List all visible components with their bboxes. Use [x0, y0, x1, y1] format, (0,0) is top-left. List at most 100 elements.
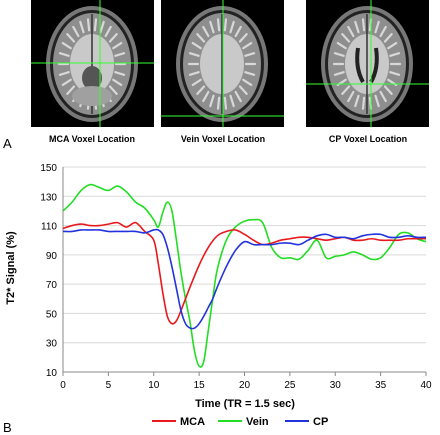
x-tick-label: 20: [239, 380, 251, 391]
cerebellum: [72, 86, 112, 106]
gyrus: [238, 33, 248, 43]
x-tick-label: 35: [375, 380, 387, 391]
gyrus: [242, 78, 253, 87]
gyrus: [341, 85, 351, 95]
brainstem: [82, 66, 102, 90]
gyrus: [389, 52, 401, 57]
gyrus: [374, 94, 380, 108]
gyrus: [104, 25, 112, 38]
gyrus: [79, 20, 85, 34]
x-tick-label: 40: [420, 380, 432, 391]
gyrus: [66, 33, 76, 43]
gyrus: [99, 20, 105, 34]
gyrus: [114, 52, 126, 57]
gyrus: [216, 18, 221, 32]
gyrus: [347, 25, 355, 38]
y-tick-label: 150: [40, 163, 57, 174]
gyrus: [72, 25, 80, 38]
gyrus: [191, 78, 202, 87]
gyrus: [238, 85, 248, 95]
gyrus: [223, 18, 228, 32]
legend-label-cp: CP: [313, 416, 328, 428]
y-tick-label: 130: [40, 192, 57, 203]
gyrus: [188, 52, 200, 57]
mri-image-vein: [161, 0, 284, 127]
axes: [62, 167, 427, 376]
gyrus: [354, 20, 360, 34]
y-axis-label: T2* Signal (%): [5, 231, 17, 305]
signal-line-chart: 10 30 50 70 90 110 130 150 0 5 10 15 20 25 30 35 40 T2* …: [5, 163, 432, 428]
y-tick-label: 110: [41, 222, 57, 233]
gyrus: [389, 71, 401, 76]
gyrus: [229, 94, 235, 108]
mri-image-mca: [31, 0, 154, 127]
gyrus: [244, 71, 256, 76]
gyrus: [347, 90, 355, 103]
gyrus: [209, 20, 215, 34]
gyrus: [336, 41, 347, 50]
gyrus: [61, 41, 72, 50]
x-tick-label: 10: [148, 380, 160, 391]
mri-brain-scan: [31, 0, 154, 127]
y-tick-label: 30: [46, 339, 58, 350]
gyrus: [196, 33, 206, 43]
gyrus: [209, 94, 215, 108]
mri-brain-scan: [306, 0, 429, 127]
gyrus: [112, 41, 123, 50]
gyrus: [354, 94, 360, 108]
x-tick-label: 15: [194, 380, 206, 391]
legend-label-mca: MCA: [180, 416, 205, 428]
y-tick-label: 70: [46, 280, 58, 291]
gyrus: [234, 25, 242, 38]
gyrus: [202, 90, 210, 103]
gyrus: [112, 78, 123, 87]
x-axis-label: Time (TR = 1.5 sec): [195, 398, 295, 410]
gyrus: [333, 71, 345, 76]
x-tick-label: 25: [284, 380, 296, 391]
panel-label-b: B: [3, 420, 12, 435]
gyrus: [383, 33, 393, 43]
x-tick-label: 0: [60, 380, 66, 391]
panel-label-a: A: [3, 136, 12, 151]
grid-lines: [63, 166, 426, 344]
gyrus: [188, 71, 200, 76]
mri-brain-scan: [161, 0, 284, 127]
mri-caption-cp: CP Voxel Location: [328, 134, 408, 144]
gyrus: [361, 96, 366, 110]
gyrus: [61, 78, 72, 87]
gyrus: [216, 96, 221, 110]
gyrus: [86, 18, 91, 32]
gyrus: [374, 20, 380, 34]
gyrus: [379, 25, 387, 38]
mri-caption-vein: Vein Voxel Location: [180, 134, 266, 144]
gyrus: [387, 41, 398, 50]
gyrus: [244, 52, 256, 57]
gyrus: [191, 41, 202, 50]
gyrus: [333, 52, 345, 57]
gyrus: [66, 85, 76, 95]
gyrus: [242, 41, 253, 50]
tick-labels: 10 30 50 70 90 110 130 150 0 5 10 15 20 25 30 35 40: [40, 163, 432, 391]
gyrus: [58, 71, 70, 76]
x-tick-label: 5: [106, 380, 112, 391]
gyrus: [341, 33, 351, 43]
legend-label-vein: Vein: [246, 416, 269, 428]
gyrus: [93, 18, 98, 32]
gyrus: [229, 20, 235, 34]
series-line-cp: [62, 228, 427, 330]
gyrus: [108, 33, 118, 43]
y-tick-label: 50: [46, 309, 58, 320]
gyrus: [108, 85, 118, 95]
legend: MCA Vein CP: [152, 416, 328, 428]
y-tick-label: 10: [46, 368, 58, 379]
ventricles: [355, 47, 379, 83]
gyrus: [58, 52, 70, 57]
gyrus: [383, 85, 393, 95]
series-line-vein: [62, 183, 427, 368]
series-lines: [62, 183, 427, 368]
gyrus: [196, 85, 206, 95]
gyrus: [379, 90, 387, 103]
gyrus: [223, 96, 228, 110]
gyrus: [234, 90, 242, 103]
gyrus: [114, 71, 126, 76]
